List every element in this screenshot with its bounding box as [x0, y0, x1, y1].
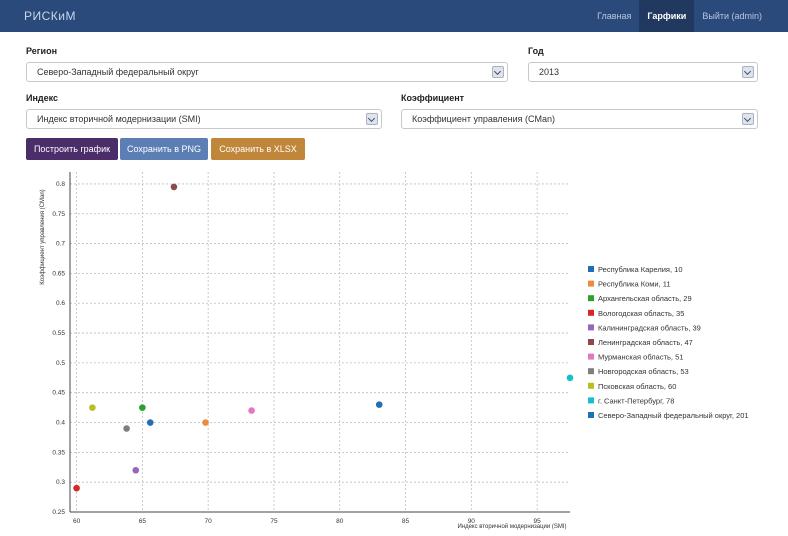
region-select[interactable]: Северо-Западный федеральный округ — [26, 62, 508, 82]
scatter-chart: 60 65 70 75 80 85 90 95 0.25 0.3 0.35 0.4 0.45 0.5 0.5… — [40, 172, 749, 530]
data-point-1[interactable] — [375, 401, 383, 408]
data-point-6[interactable] — [170, 183, 178, 191]
data-point-8[interactable] — [123, 425, 130, 432]
legend-swatch — [588, 368, 594, 375]
y-tick-label: 0.45 — [52, 390, 65, 397]
data-point-4[interactable] — [73, 484, 80, 492]
legend-swatch — [588, 295, 594, 302]
legend-swatch — [588, 339, 594, 345]
legend-label: Республика Карелия, 10 — [598, 265, 683, 274]
coef-select[interactable]: Коэффициент управления (CMan) — [401, 109, 758, 129]
y-tick-label: 0.55 — [52, 330, 65, 337]
y-tick-label: 0.35 — [52, 449, 65, 456]
x-tick-label: 85 — [402, 518, 410, 525]
region-label: Регион — [26, 46, 57, 56]
x-tick-label: 60 — [73, 518, 81, 525]
nav-link-home[interactable]: Главная — [597, 11, 632, 21]
data-point-7[interactable] — [248, 407, 255, 414]
chevron-down-icon — [742, 113, 754, 125]
year-label: Год — [528, 46, 544, 56]
legend-label: Вологодская область, 35 — [598, 309, 684, 318]
data-point-10[interactable] — [566, 374, 574, 382]
region-select-value: Северо-Западный федеральный округ — [37, 67, 199, 77]
legend-label: Калининградская область, 39 — [598, 323, 701, 332]
nav-link-logout[interactable]: Выйти (admin) — [702, 11, 762, 21]
legend-swatch — [588, 324, 594, 331]
year-select[interactable]: 2013 — [528, 62, 758, 82]
y-tick-label: 0.75 — [52, 211, 65, 218]
legend-swatch — [588, 353, 594, 360]
index-select-value: Индекс вторичной модернизации (SMI) — [37, 114, 201, 124]
legend-swatch — [588, 266, 594, 272]
y-axis-label: Коэффициент управления (CMan) — [40, 189, 46, 284]
y-tick-label: 0.25 — [52, 509, 65, 516]
legend-swatch — [588, 280, 594, 287]
legend-swatch — [588, 412, 594, 418]
build-chart-button[interactable]: Построить график — [26, 138, 118, 160]
chart-legend: Республика Карелия, 10 Республика Коми, 1… — [588, 265, 749, 420]
index-label: Индекс — [26, 93, 59, 103]
data-point-9[interactable] — [89, 404, 96, 411]
x-tick-label: 65 — [139, 518, 147, 525]
legend-label: Архангельская область, 29 — [598, 294, 692, 303]
chart-points — [73, 183, 574, 492]
legend-swatch — [588, 309, 594, 316]
x-tick-label: 80 — [336, 518, 344, 525]
y-tick-label: 0.5 — [56, 360, 65, 367]
legend-label: Северо-Западный федеральный округ, 201 — [598, 411, 749, 420]
data-point-2[interactable] — [202, 419, 209, 426]
data-point-11[interactable] — [146, 419, 154, 426]
index-select[interactable]: Индекс вторичной модернизации (SMI) — [26, 109, 382, 129]
top-navbar: РИСКиМ Главная Гарфики Выйти (admin) — [0, 0, 788, 32]
x-tick-label: 90 — [468, 518, 476, 525]
nav-link-charts[interactable]: Гарфики — [639, 0, 695, 32]
app-brand[interactable]: РИСКиМ — [24, 9, 76, 23]
legend-label: Новгородская область, 53 — [598, 367, 689, 376]
legend-label: г. Санкт-Петербург, 78 — [598, 396, 674, 405]
chart-axes: 60 65 70 75 80 85 90 95 0.25 0.3 0.35 0.4 0.45 0.5 0.5… — [52, 172, 570, 525]
coef-select-value: Коэффициент управления (CMan) — [412, 114, 556, 124]
legend-label: Мурманская область, 51 — [598, 353, 683, 362]
chevron-down-icon — [492, 66, 504, 78]
y-tick-label: 0.6 — [56, 300, 65, 307]
legend-swatch — [588, 397, 594, 404]
nav-links: Главная Гарфики Выйти (admin) — [589, 0, 770, 32]
y-tick-label: 0.7 — [56, 241, 65, 248]
y-tick-label: 0.4 — [56, 420, 65, 427]
data-point-5[interactable] — [132, 466, 140, 474]
x-tick-label: 70 — [205, 518, 213, 525]
y-tick-label: 0.65 — [52, 270, 65, 277]
chevron-down-icon — [742, 66, 754, 78]
save-xlsx-button[interactable]: Сохранить в XLSX — [211, 138, 305, 160]
save-png-button[interactable]: Сохранить в PNG — [120, 138, 208, 160]
legend-label: Псковская область, 60 — [598, 382, 676, 391]
chevron-down-icon — [366, 113, 378, 125]
x-axis-label: Индекс вторичной модернизации (SMI) — [457, 523, 566, 530]
coef-label: Коэффициент — [401, 93, 465, 103]
legend-label: Ленинградская область, 47 — [598, 338, 693, 347]
x-tick-label: 75 — [270, 518, 278, 525]
data-point-3[interactable] — [139, 404, 146, 411]
legend-swatch — [588, 382, 594, 389]
legend-label: Республика Коми, 11 — [598, 280, 671, 289]
chart-grid — [70, 172, 570, 513]
year-select-value: 2013 — [539, 67, 560, 77]
x-tick-label: 95 — [533, 518, 541, 525]
y-tick-label: 0.3 — [56, 479, 65, 486]
y-tick-label: 0.8 — [56, 181, 65, 188]
